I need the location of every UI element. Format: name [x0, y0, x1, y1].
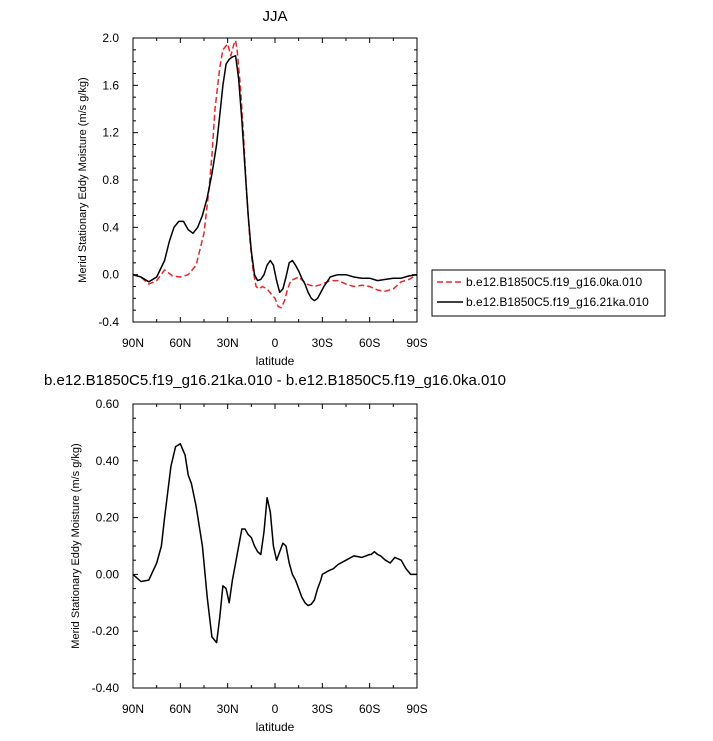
bottom-plot-frame: [132, 403, 418, 689]
top-x-tick-label: 60S: [359, 336, 380, 350]
top-y-tick-label: 0.0: [102, 268, 119, 282]
top-plot-frame: [132, 37, 418, 323]
legend: b.e12.B1850C5.f19_g16.0ka.010 b.e12.B185…: [431, 269, 666, 317]
top-chart-title: JJA: [262, 8, 287, 25]
bottom-chart-title: b.e12.B1850C5.f19_g16.21ka.010 - b.e12.B…: [44, 372, 506, 389]
bottom-panel: b.e12.B1850C5.f19_g16.21ka.010 - b.e12.B…: [44, 372, 506, 734]
bottom-y-tick-label: 0.00: [96, 567, 120, 581]
top-y-tick-label: -0.4: [98, 315, 119, 329]
bottom-y-axis-label: Merid Stationary Eddy Moisture (m/s g/kg…: [70, 443, 82, 648]
top-y-tick-label: 1.6: [102, 78, 119, 92]
bottom-y-tick-label: 0.40: [96, 454, 120, 468]
top-series: [132, 39, 418, 309]
top-x-axis-label: latitude: [256, 354, 295, 368]
bottom-x-tick-label: 30S: [312, 702, 333, 716]
legend-label-0ka: b.e12.B1850C5.f19_g16.0ka.010: [466, 275, 642, 289]
bottom-series: [132, 443, 417, 644]
bottom-series-line-difference: [132, 443, 417, 644]
top-y-tick-label: 1.2: [102, 126, 119, 140]
top-series-line-21ka: [132, 55, 418, 302]
bottom-x-tick-label: 30N: [217, 702, 239, 716]
bottom-y-tick-label: -0.40: [92, 681, 120, 695]
top-x-tick-label: 0: [272, 336, 279, 350]
bottom-y-tick-label: 0.60: [96, 397, 120, 411]
top-y-tick-label: 2.0: [102, 31, 119, 45]
bottom-x-tick-label: 0: [272, 702, 279, 716]
top-y-axis-label: Merid Stationary Eddy Moisture (m/s g/kg…: [77, 77, 89, 282]
top-panel: JJA 90N 60N 30N 0 30S 60S 90S -0.4 0.0 0.4 0.8 1.2 1…: [77, 8, 666, 368]
bottom-x-axis-label: latitude: [256, 720, 295, 734]
bottom-tick-labels: 90N 60N 30N 0 30S 60S 90S -0.40 -0.20 0.00 0.20 0.4…: [92, 397, 428, 716]
bottom-y-tick-label: -0.20: [92, 624, 120, 638]
top-tick-labels: 90N 60N 30N 0 30S 60S 90S -0.4 0.0 0.4 0.8 1.2 1.6 2.…: [98, 31, 427, 350]
top-x-tick-label: 30S: [312, 336, 333, 350]
top-x-tick-label: 60N: [169, 336, 191, 350]
bottom-x-tick-label: 90N: [122, 702, 144, 716]
top-x-tick-label: 90N: [122, 336, 144, 350]
bottom-x-tick-label: 90S: [406, 702, 427, 716]
bottom-x-tick-label: 60S: [359, 702, 380, 716]
bottom-x-tick-label: 60N: [169, 702, 191, 716]
top-series-line-0ka: [132, 39, 418, 309]
legend-label-21ka: b.e12.B1850C5.f19_g16.21ka.010: [466, 295, 649, 309]
legend-box: [431, 269, 666, 317]
bottom-y-tick-label: 0.20: [96, 511, 120, 525]
top-x-tick-label: 90S: [406, 336, 427, 350]
top-y-tick-label: 0.4: [102, 220, 119, 234]
top-x-tick-label: 30N: [217, 336, 239, 350]
top-y-tick-label: 0.8: [102, 173, 119, 187]
